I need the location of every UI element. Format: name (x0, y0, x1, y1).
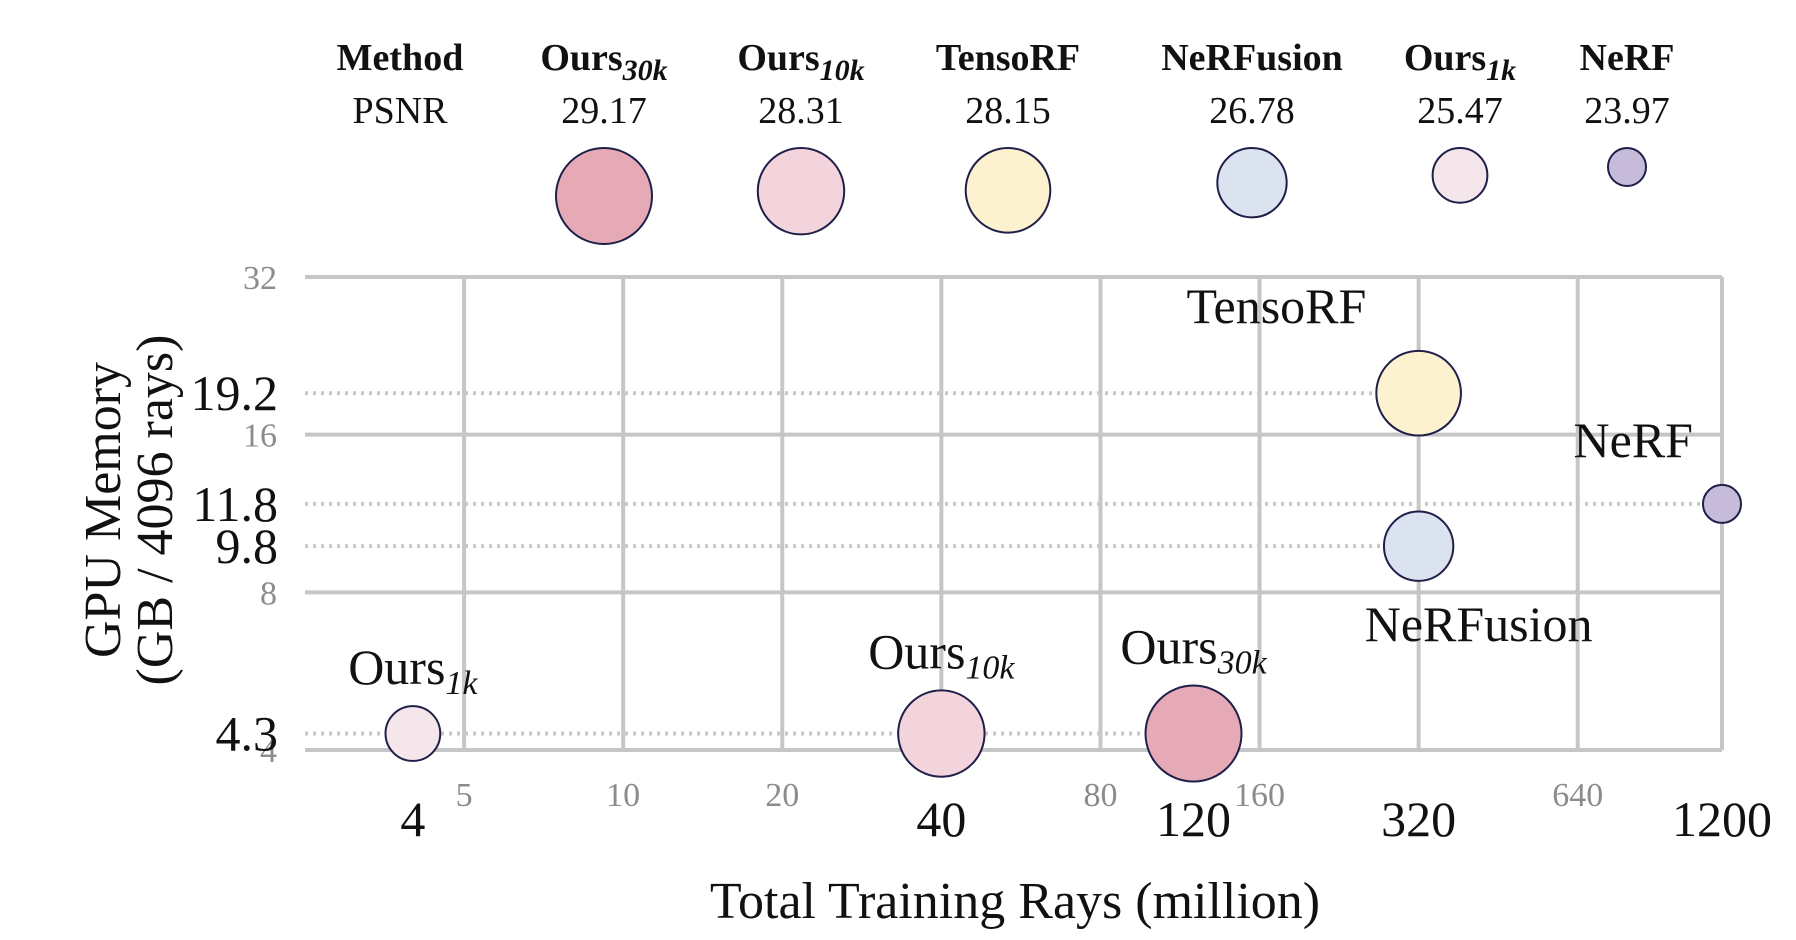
point-label-ours10k: Ours10k (868, 623, 1015, 686)
legend-method-ours1k: Ours1k (1404, 37, 1516, 87)
x-minor-tick-5: 5 (456, 777, 473, 814)
x-major-tick-320: 320 (1381, 791, 1456, 847)
point-labels: Ours30k Ours10k TensoRF NeRFusion Ours1k NeRF (348, 278, 1693, 702)
bubble-nerf (1702, 483, 1742, 524)
legend-bubble-nerf (1607, 147, 1647, 187)
y-major-tick-19-2: 19.2 (191, 365, 279, 421)
legend-method-nerfusion: NeRFusion (1161, 37, 1343, 79)
data-points (384, 349, 1742, 783)
bubble-ours1k (384, 705, 442, 762)
y-major-tick-11-8: 11.8 (192, 476, 278, 532)
point-label-nerf: NeRF (1574, 412, 1693, 468)
legend-bubble-ours1k (1431, 147, 1489, 204)
x-minor-tick-160: 160 (1234, 777, 1285, 814)
legend-psnr-nerf: 23.97 (1584, 90, 1670, 132)
plot-grid (305, 275, 1724, 752)
y-minor-tick-32: 32 (243, 260, 277, 297)
point-label-tensorf: TensoRF (1186, 278, 1366, 334)
x-minor-tick-20: 20 (765, 777, 799, 814)
legend-bubble-ours30k (555, 147, 653, 245)
x-major-tick-120: 120 (1156, 791, 1231, 847)
point-label-ours30k: Ours30k (1120, 619, 1267, 682)
point-label-nerfusion: NeRFusion (1365, 596, 1593, 652)
legend-metric-header: PSNR (352, 90, 448, 132)
legend-bubble-nerfusion (1216, 147, 1288, 219)
legend-psnr-tensorf: 28.15 (965, 90, 1051, 132)
x-minor-tick-10: 10 (606, 777, 640, 814)
bubble-tensorf (1375, 349, 1462, 437)
legend-method-ours10k: Ours10k (737, 37, 864, 87)
legend-psnr-ours1k: 25.47 (1417, 90, 1503, 132)
legend-bubble-tensorf (964, 147, 1052, 234)
legend-bubble-ours10k (756, 147, 846, 236)
point-label-ours1k: Ours1k (348, 639, 478, 702)
legend-method-tensorf: TensoRF (936, 37, 1080, 79)
x-major-tick-40: 40 (916, 791, 966, 847)
bubble-ours10k (897, 689, 986, 778)
x-major-tick-4: 4 (400, 791, 425, 847)
axis-ticks: 4 8 16 32 4.3 9.811.8 19.2 5 10 20 80 160 640 4 40 120 3… (191, 260, 1773, 847)
legend-psnr-ours10k: 28.31 (758, 90, 844, 132)
y-axis-title-line2: (GB / 4096 rays) (127, 335, 184, 686)
y-minor-tick-4: 4 (260, 733, 277, 770)
y-major-tick-9-8: 9.8 (216, 518, 279, 574)
legend-psnr-ours30k: 29.17 (561, 90, 647, 132)
x-minor-tick-80: 80 (1083, 777, 1117, 814)
legend-psnr-nerfusion: 26.78 (1209, 90, 1295, 132)
y-axis-title-line1: GPU Memory (75, 362, 132, 658)
y-major-tick-4-3: 4.3 (216, 706, 279, 762)
bubble-nerfusion (1382, 510, 1455, 582)
x-major-tick-1200: 1200 (1672, 791, 1772, 847)
legend-method-nerf: NeRF (1580, 37, 1675, 79)
legend-method-header: Method (337, 37, 464, 79)
y-minor-tick-16: 16 (243, 418, 277, 455)
x-axis-title: Total Training Rays (million) (710, 873, 1320, 930)
y-minor-tick-8: 8 (260, 575, 277, 612)
legend-method-ours30k: Ours30k (540, 37, 667, 87)
x-minor-tick-640: 640 (1552, 777, 1603, 814)
bubble-ours30k (1144, 684, 1243, 783)
